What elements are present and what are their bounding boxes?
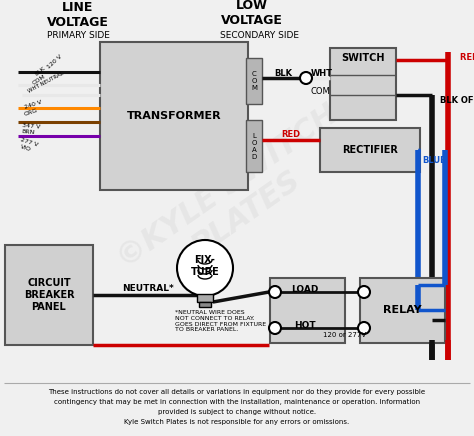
Text: BLK OFF: BLK OFF (440, 95, 474, 105)
Text: 347 V: 347 V (22, 123, 40, 130)
Bar (199, 302, 211, 307)
Text: COM: COM (310, 88, 330, 96)
Text: L
O
A
D: L O A D (251, 133, 257, 160)
Text: WHT: WHT (311, 68, 333, 78)
Bar (197, 294, 213, 302)
Text: ORG: ORG (23, 108, 38, 117)
Circle shape (358, 322, 370, 334)
Text: RELAY: RELAY (383, 305, 421, 315)
Text: RECTIFIER: RECTIFIER (342, 145, 398, 155)
Text: PRIMARY SIDE: PRIMARY SIDE (46, 31, 109, 41)
Text: VIO: VIO (19, 145, 31, 153)
Bar (330, 48, 396, 120)
Bar (246, 58, 262, 104)
Text: ©KYLE SWITCH
PLATES: ©KYLE SWITCH PLATES (111, 99, 363, 301)
Text: 120 or 277V: 120 or 277V (323, 332, 366, 338)
Text: BRN: BRN (22, 129, 36, 136)
Text: LOW
VOLTAGE: LOW VOLTAGE (221, 0, 283, 27)
Text: provided is subject to change without notice.: provided is subject to change without no… (158, 409, 316, 415)
Text: C
O
M: C O M (251, 71, 257, 91)
Text: RED ON: RED ON (460, 54, 474, 62)
Text: BLK: BLK (274, 68, 292, 78)
Circle shape (269, 286, 281, 298)
Text: SECONDARY SIDE: SECONDARY SIDE (220, 31, 300, 41)
Text: 120 V: 120 V (46, 54, 63, 70)
Bar (320, 128, 420, 172)
Text: Kyle Switch Plates is not responsible for any errors or omissions.: Kyle Switch Plates is not responsible fo… (124, 419, 350, 425)
Text: BLUE: BLUE (422, 156, 446, 164)
Bar (270, 278, 345, 343)
Text: RED: RED (282, 129, 301, 139)
Text: 240 V: 240 V (24, 100, 43, 110)
Text: CIRCUIT
BREAKER
PANEL: CIRCUIT BREAKER PANEL (24, 279, 74, 312)
Text: FIX-
TURE: FIX- TURE (191, 255, 219, 277)
Text: *NEUTRAL WIRE DOES
NOT CONNECT TO RELAY.
GOES DIRECT FROM FIXTURE
TO BREAKER PAN: *NEUTRAL WIRE DOES NOT CONNECT TO RELAY.… (175, 310, 266, 332)
Text: SWITCH: SWITCH (341, 53, 385, 63)
Text: COM: COM (32, 74, 47, 86)
Circle shape (300, 72, 312, 84)
Bar (360, 278, 445, 343)
Text: These instructions do not cover all details or variations in equipment nor do th: These instructions do not cover all deta… (48, 389, 426, 395)
Text: HOT: HOT (294, 320, 316, 330)
Text: LOAD: LOAD (292, 285, 319, 293)
Circle shape (269, 322, 281, 334)
Text: WHT NEUTRAL: WHT NEUTRAL (27, 71, 64, 94)
Bar (5, 245, 93, 345)
Circle shape (177, 240, 233, 296)
Text: LINE
VOLTAGE: LINE VOLTAGE (47, 1, 109, 29)
Text: NEUTRAL*: NEUTRAL* (122, 283, 174, 293)
Text: 277 V: 277 V (19, 138, 38, 148)
Text: TRANSFORMER: TRANSFORMER (127, 111, 221, 121)
Bar (246, 120, 262, 172)
Bar (100, 42, 248, 190)
Text: BLK: BLK (34, 66, 46, 77)
Text: contingency that may be met in connection with the installation, maintenance or : contingency that may be met in connectio… (54, 399, 420, 405)
Circle shape (358, 286, 370, 298)
